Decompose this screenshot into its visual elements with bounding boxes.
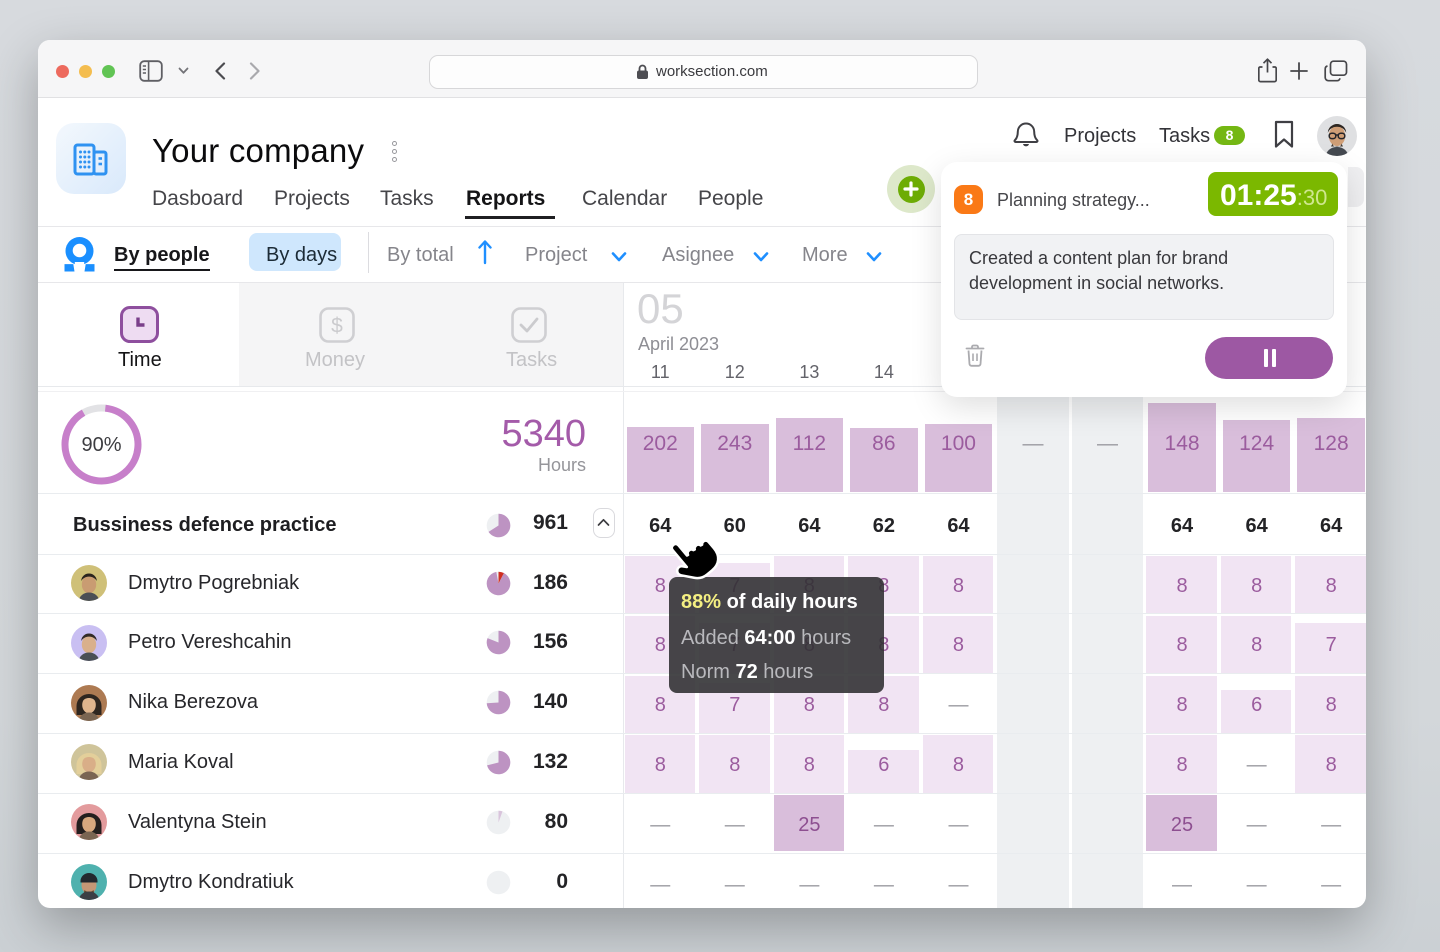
svg-text:$: $	[331, 315, 343, 338]
